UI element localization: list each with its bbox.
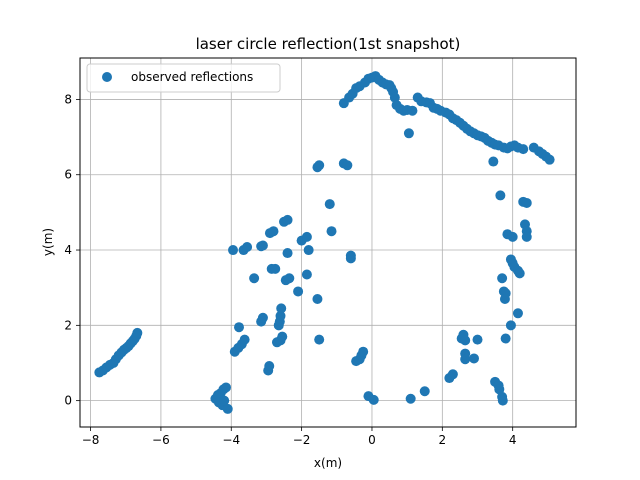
data-point — [518, 144, 529, 155]
data-point — [368, 394, 379, 405]
data-point — [500, 333, 511, 344]
data-point — [326, 226, 337, 237]
legend-label: observed reflections — [131, 70, 253, 84]
x-tick-label: −8 — [82, 433, 100, 447]
data-point — [301, 269, 312, 280]
data-point — [257, 312, 268, 323]
plot-frame — [79, 57, 577, 428]
data-point — [276, 303, 287, 314]
data-point — [512, 308, 523, 319]
legend: observed reflections — [86, 63, 281, 93]
data-point — [249, 273, 260, 284]
data-point — [270, 263, 281, 274]
data-point — [460, 335, 471, 346]
x-axis-label: x(m) — [314, 456, 342, 470]
data-point — [497, 273, 508, 284]
y-tick-label: 4 — [64, 243, 72, 257]
data-point — [514, 268, 525, 279]
data-point — [472, 334, 483, 345]
data-point — [521, 197, 532, 208]
data-point — [282, 248, 293, 259]
data-point — [389, 92, 400, 103]
data-point — [460, 354, 471, 365]
data-point — [312, 293, 323, 304]
data-point — [242, 242, 253, 253]
data-point — [495, 190, 506, 201]
data-point — [275, 310, 286, 321]
data-point — [132, 327, 143, 338]
data-point — [521, 231, 532, 242]
data-point — [507, 231, 518, 242]
y-tick-label: 0 — [64, 394, 72, 408]
x-tick-label: 2 — [439, 433, 447, 447]
data-point — [407, 105, 418, 116]
data-point — [405, 393, 416, 404]
data-point — [488, 156, 499, 167]
data-point — [468, 353, 479, 364]
data-point — [499, 293, 510, 304]
data-point — [314, 160, 325, 171]
data-point — [494, 384, 505, 395]
data-point — [219, 395, 230, 406]
y-tick-label: 6 — [64, 168, 72, 182]
data-point — [284, 273, 295, 284]
y-axis-label: y(m) — [41, 228, 55, 256]
data-points — [94, 71, 555, 414]
data-point — [303, 245, 314, 256]
data-point — [257, 240, 268, 251]
data-point — [497, 395, 508, 406]
x-tick-label: 4 — [509, 433, 517, 447]
x-tick-label: −6 — [152, 433, 170, 447]
data-point — [505, 320, 516, 331]
axis-ticks: −8 −6 −4 −2 0 2 4 0 2 4 6 8 — [64, 92, 516, 447]
data-point — [324, 199, 335, 210]
data-point — [403, 128, 414, 139]
data-point — [544, 154, 555, 165]
chart-title: laser circle reflection(1st snapshot) — [196, 35, 461, 53]
y-tick-label: 2 — [64, 318, 72, 332]
data-point — [222, 403, 233, 414]
data-point — [314, 334, 325, 345]
legend-box — [86, 63, 281, 93]
data-point — [301, 231, 312, 242]
x-tick-label: −2 — [293, 433, 311, 447]
data-point — [342, 160, 353, 171]
data-point — [268, 226, 279, 237]
data-point — [228, 245, 239, 256]
data-point — [345, 250, 356, 261]
data-point — [358, 346, 369, 357]
x-tick-label: 0 — [368, 433, 376, 447]
data-point — [277, 331, 288, 342]
data-point — [239, 334, 250, 345]
data-point — [447, 369, 458, 380]
data-point — [220, 382, 231, 393]
data-point — [234, 322, 245, 333]
data-point — [419, 386, 430, 397]
x-tick-label: −4 — [222, 433, 240, 447]
y-tick-label: 8 — [64, 92, 72, 106]
data-point — [282, 214, 293, 225]
grid-lines — [80, 58, 576, 427]
data-point — [293, 286, 304, 297]
data-point — [264, 361, 275, 372]
legend-marker — [102, 72, 112, 82]
